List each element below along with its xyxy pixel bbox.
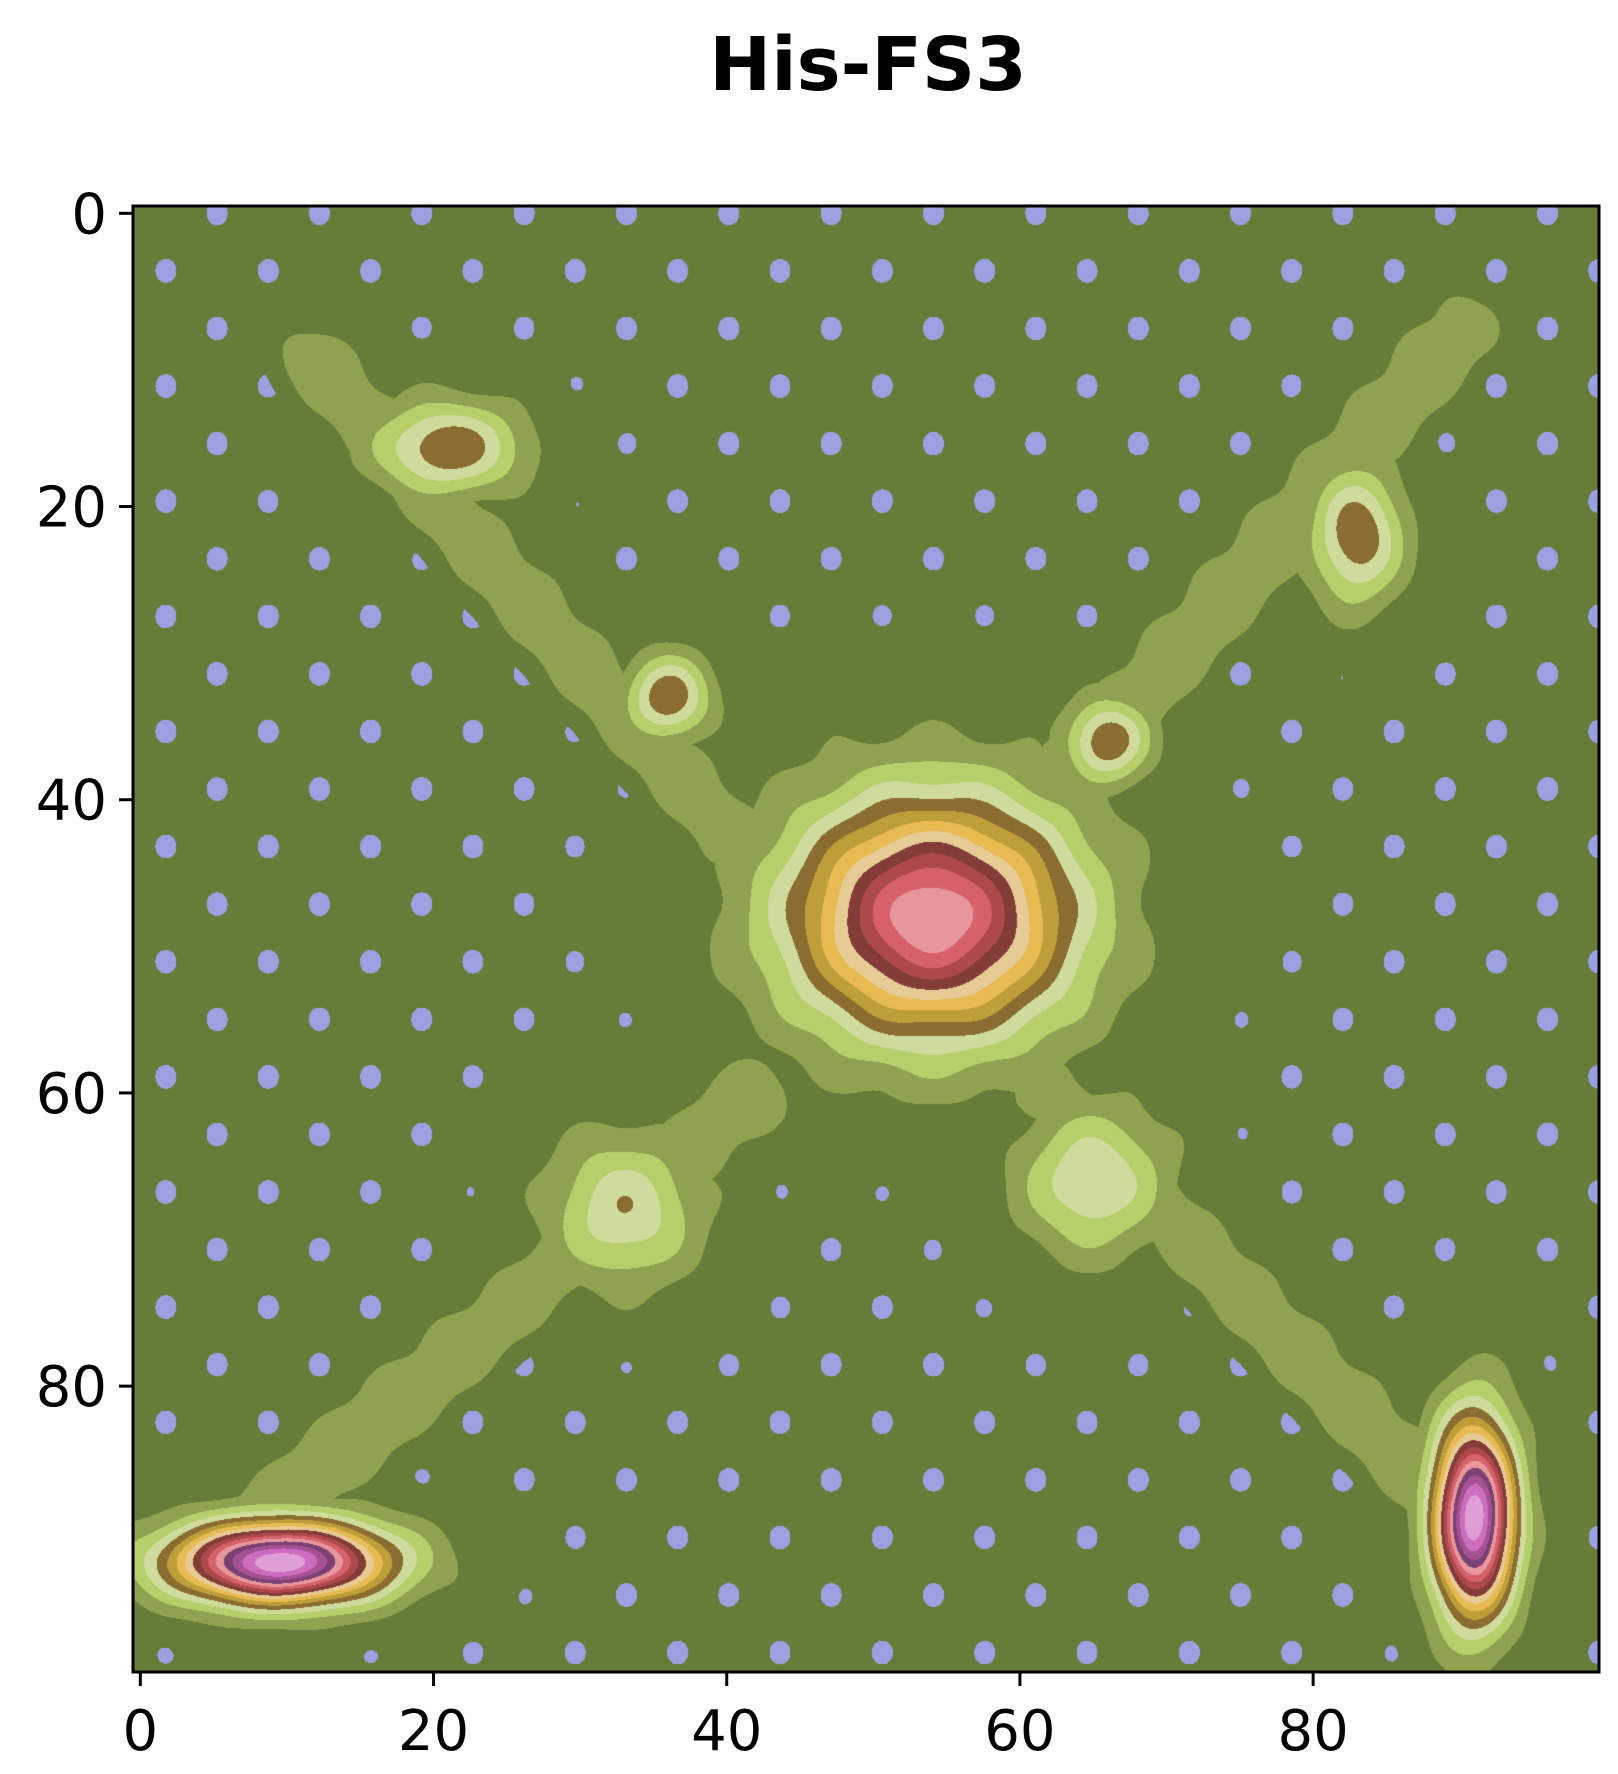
y-axis: 0 20 40 60 80: [36, 182, 133, 1420]
y-tick-label: 0: [71, 182, 107, 247]
x-tick-label: 80: [1277, 1699, 1348, 1764]
contour-plot-area: [133, 206, 1599, 1672]
x-tick-label: 40: [691, 1699, 762, 1764]
x-tick-label: 60: [984, 1699, 1055, 1764]
y-tick-label: 20: [36, 476, 107, 541]
contour-canvas: [133, 206, 1599, 1672]
x-tick-label: 20: [398, 1699, 469, 1764]
chart-title: His-FS3: [709, 22, 1026, 108]
y-tick-label: 80: [36, 1355, 107, 1420]
axes-frame: [131, 204, 1601, 1674]
y-tick-label: 60: [36, 1062, 107, 1127]
y-tick-label: 40: [36, 769, 107, 834]
x-tick-label: 0: [123, 1699, 159, 1764]
contour-image: [133, 206, 1599, 1672]
x-axis: 0 20 40 60 80: [123, 1672, 1349, 1764]
